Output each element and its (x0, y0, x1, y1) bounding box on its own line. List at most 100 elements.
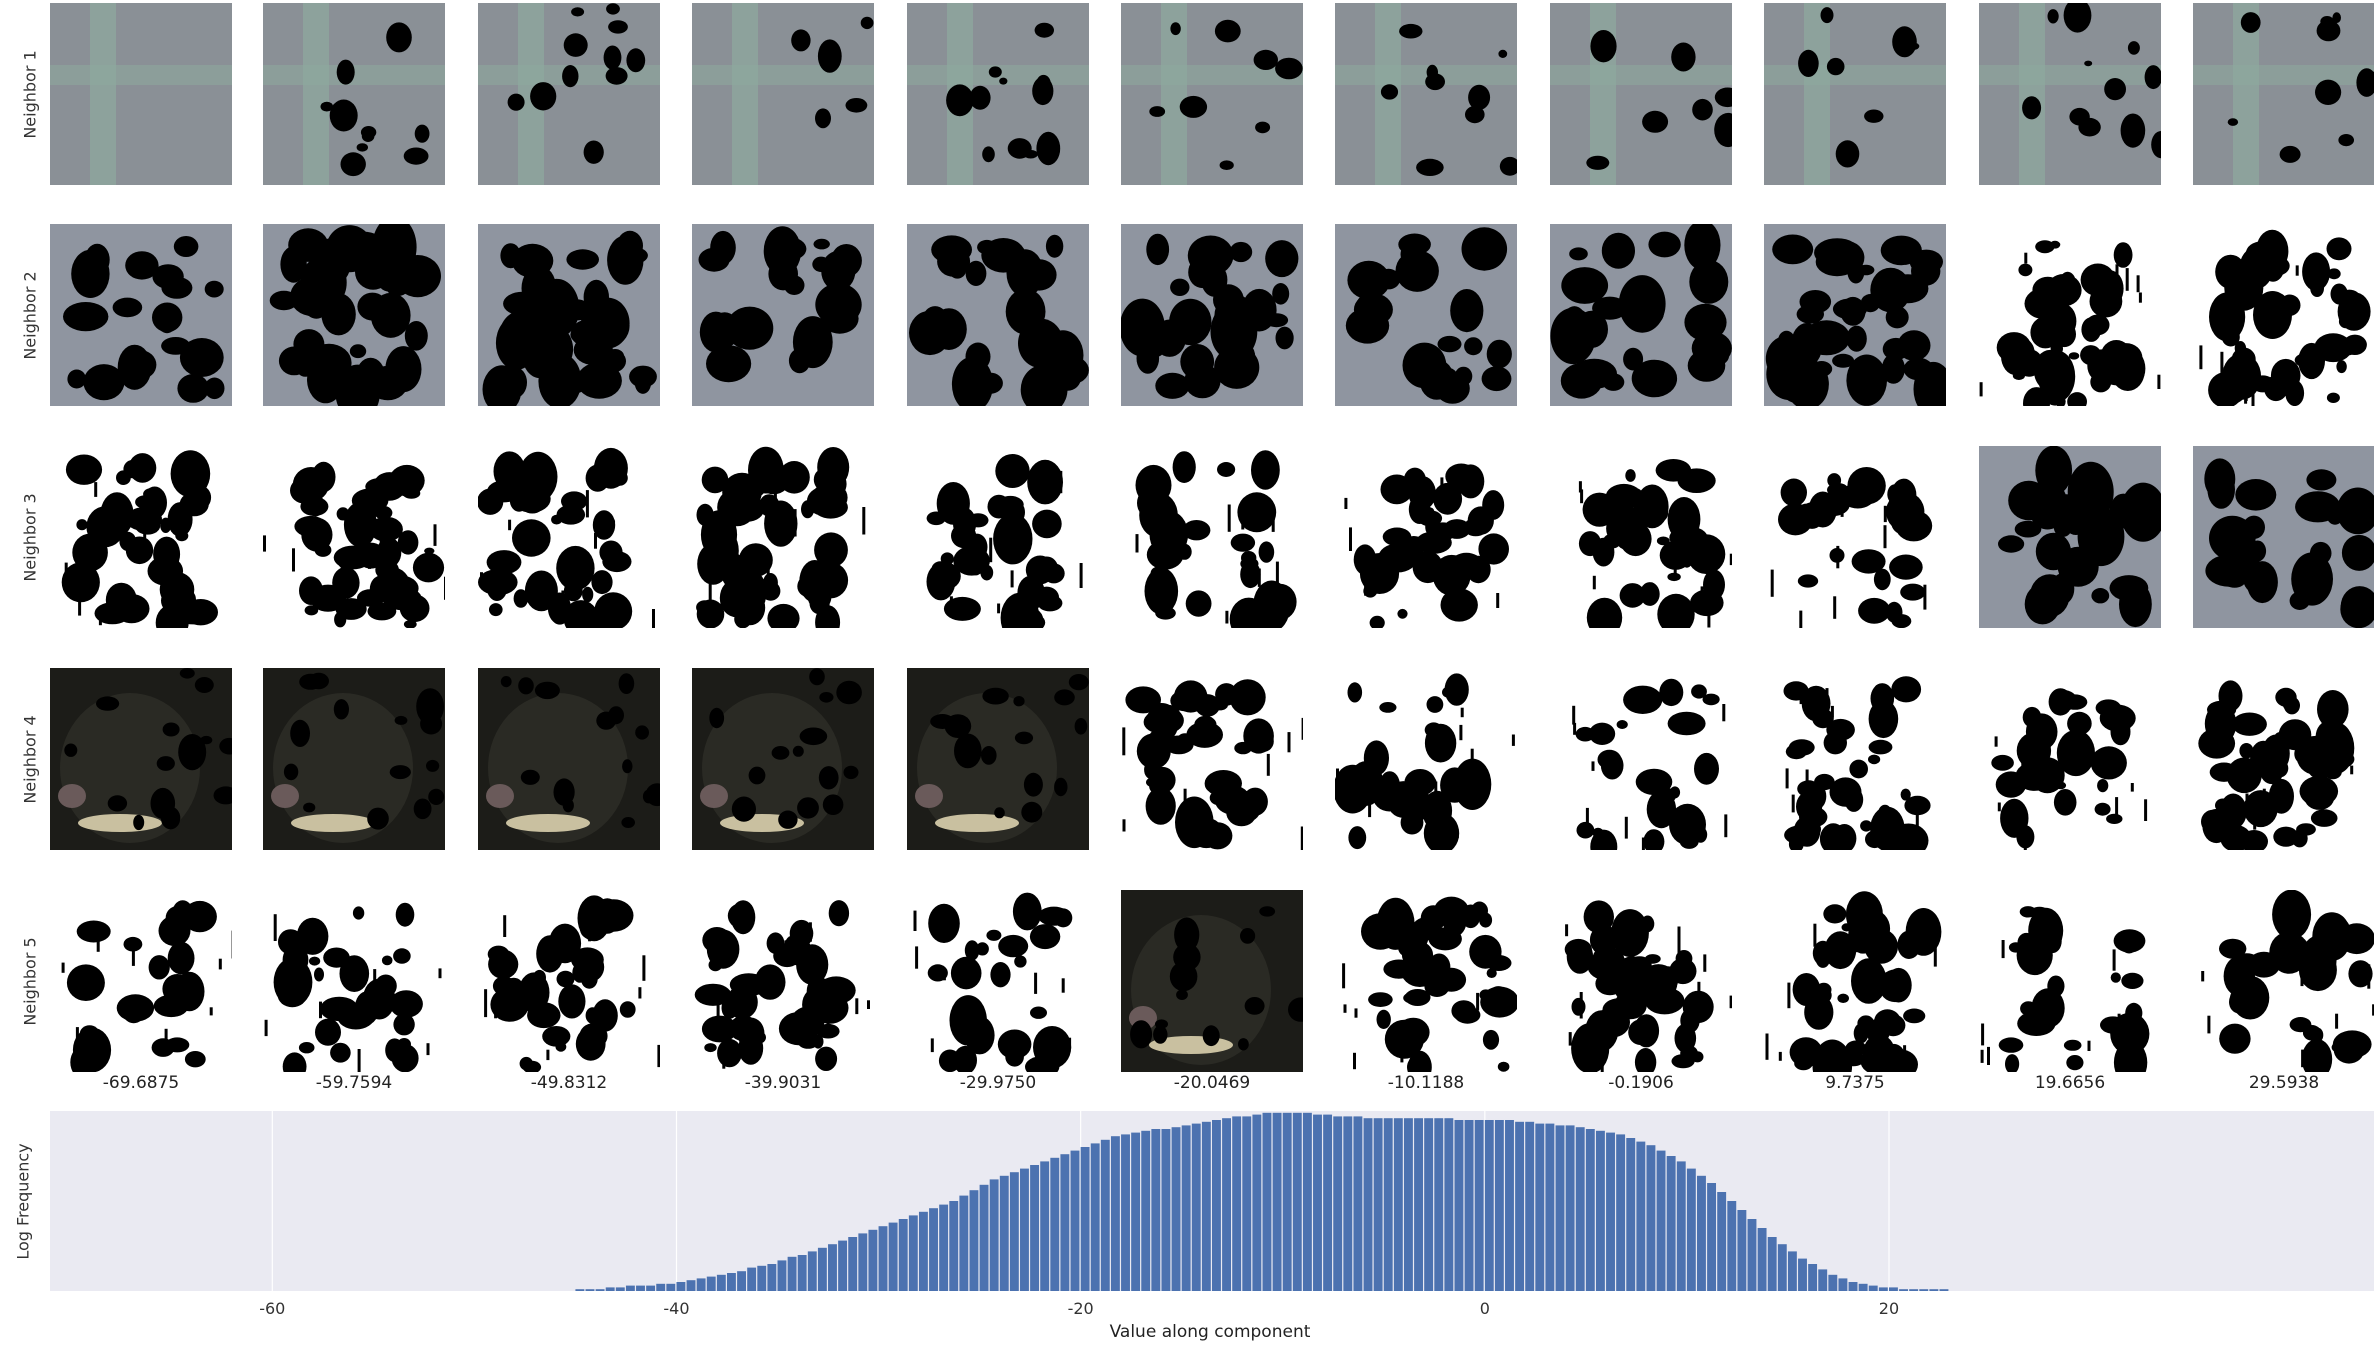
neighbor-3-patch-8 (1550, 446, 1732, 628)
patch-image (1121, 668, 1303, 850)
patch-image (1335, 890, 1517, 1072)
hist-bar (1646, 1145, 1656, 1291)
neighbor-5-patch-1 (50, 890, 232, 1072)
hist-bar (1909, 1289, 1919, 1291)
column-value-label: -59.7594 (315, 1073, 393, 1093)
neighbor-4-patch-2 (263, 668, 445, 850)
patch-image (263, 3, 445, 185)
patch-image (1550, 3, 1732, 185)
neighbor-2-patch-10 (1979, 224, 2161, 406)
hist-x-tick-label: -40 (663, 1299, 689, 1318)
patch-image (1764, 3, 1946, 185)
neighbor-5-patch-4 (692, 890, 874, 1072)
neighbor-3-patch-9 (1764, 446, 1946, 628)
hist-bar (636, 1285, 645, 1291)
patch-image (263, 890, 445, 1072)
neighbor-5-patch-7 (1335, 890, 1517, 1072)
neighbor-2-patch-4 (692, 224, 874, 406)
neighbor-1-patch-5 (907, 3, 1089, 185)
hist-bar (1838, 1278, 1848, 1291)
column-value-label: -29.9750 (959, 1073, 1037, 1093)
hist-bar (1767, 1237, 1777, 1291)
hist-bar (969, 1190, 979, 1291)
hist-bar (676, 1282, 686, 1291)
hist-bar (1191, 1123, 1201, 1291)
patch-image (50, 446, 232, 628)
hist-bar (1009, 1172, 1019, 1291)
hist-bar (767, 1264, 777, 1291)
hist-bar (1060, 1154, 1070, 1291)
hist-bar (1181, 1125, 1191, 1291)
row-label-neighbor-2: Neighbor 2 (10, 224, 50, 406)
hist-bar (908, 1215, 918, 1291)
hist-bar (1363, 1118, 1373, 1291)
hist-bar (838, 1240, 848, 1291)
hist-bar (1666, 1156, 1676, 1291)
neighbor-4-patch-4 (692, 668, 874, 850)
neighbor-3-patch-11 (2193, 446, 2374, 628)
column-value-label: -39.9031 (744, 1073, 822, 1093)
neighbor-3-patch-5 (907, 446, 1089, 628)
hist-bar (1777, 1244, 1787, 1291)
hist-bar (1828, 1274, 1838, 1291)
hist-bar (817, 1247, 827, 1291)
patch-image (692, 446, 874, 628)
hist-bar (1606, 1132, 1615, 1291)
hist-bar (1697, 1175, 1706, 1291)
hist-bar (949, 1201, 959, 1291)
hist-bar (1110, 1136, 1120, 1291)
patch-image (2193, 446, 2374, 628)
neighbor-3-patch-1 (50, 446, 232, 628)
hist-bar (757, 1265, 767, 1291)
hist-bar (737, 1271, 746, 1291)
hist-bar (1484, 1120, 1494, 1291)
hist-bar (1717, 1192, 1727, 1291)
patch-image (1550, 890, 1732, 1072)
hist-bar (959, 1195, 969, 1291)
hist-bar (1565, 1125, 1575, 1291)
hist-bar (1353, 1116, 1363, 1291)
neighbor-2-patch-7 (1335, 224, 1517, 406)
hist-bar (1535, 1123, 1545, 1291)
hist-bar (1424, 1118, 1434, 1291)
patch-image (1335, 3, 1517, 185)
neighbor-4-patch-9 (1764, 668, 1946, 850)
neighbor-patch-grid: Neighbor 1 Neighbor 2 Neighbor 3 Neighbor 4… (10, 3, 2374, 1093)
neighbor-4-patch-5 (907, 668, 1089, 850)
hist-bar (1464, 1120, 1474, 1291)
neighbor-4-patch-7 (1335, 668, 1517, 850)
hist-bar (868, 1229, 878, 1291)
patch-image (478, 224, 660, 406)
row-label-neighbor-1: Neighbor 1 (10, 3, 50, 185)
row-label-text: Neighbor 3 (20, 492, 40, 582)
neighbor-4-patch-8 (1550, 668, 1732, 850)
patch-image (907, 224, 1089, 406)
hist-bar (1050, 1157, 1060, 1291)
neighbor-4-patch-3 (478, 668, 660, 850)
hist-bar (1070, 1150, 1080, 1291)
patch-image (1550, 224, 1732, 406)
patch-image (1335, 446, 1517, 628)
neighbor-5-patch-11 (2193, 890, 2374, 1072)
neighbor-3-patch-6 (1121, 446, 1303, 628)
patch-image (1335, 668, 1517, 850)
hist-bar (1161, 1129, 1171, 1291)
hist-bar (1232, 1116, 1242, 1291)
neighbor-5-patch-2 (263, 890, 445, 1072)
neighbor-4-patch-10 (1979, 668, 2161, 850)
hist-bar (848, 1237, 858, 1291)
neighbor-2-patch-9 (1764, 224, 1946, 406)
neighbor-2-patch-8 (1550, 224, 1732, 406)
neighbor-3-patch-2 (263, 446, 445, 628)
hist-bar (1656, 1150, 1666, 1291)
row-label-neighbor-3: Neighbor 3 (10, 446, 50, 628)
patch-image (478, 3, 660, 185)
patch-image (692, 3, 874, 185)
column-value-label: 19.6656 (2034, 1073, 2106, 1093)
hist-bar (1474, 1120, 1484, 1291)
hist-bar (929, 1208, 938, 1291)
neighbor-2-patch-3 (478, 224, 660, 406)
neighbor-1-patch-8 (1550, 3, 1732, 185)
column-value-label: -49.8312 (530, 1073, 608, 1093)
hist-bar (898, 1219, 908, 1291)
